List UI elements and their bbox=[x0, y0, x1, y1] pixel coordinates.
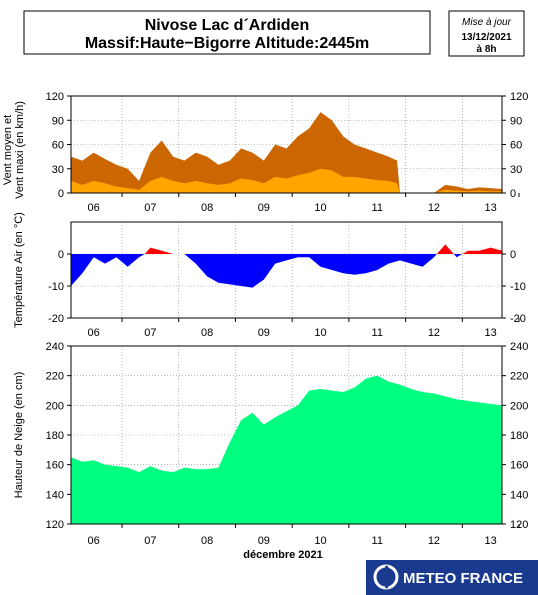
wind-ylabel: Vent maxi (en km/h) bbox=[14, 101, 26, 199]
wind-xtick-label: 13 bbox=[485, 202, 497, 214]
temp-xtick-label: 09 bbox=[258, 327, 270, 339]
snow-ytick-label-left: 200 bbox=[46, 400, 64, 412]
temp-frame bbox=[70, 221, 503, 319]
snow-ytick-label-right: 240 bbox=[510, 341, 528, 353]
wind-xtick-label: 07 bbox=[144, 202, 156, 214]
update-box bbox=[448, 10, 525, 57]
temp-plot-area bbox=[71, 222, 502, 318]
temp-xtick-label: 06 bbox=[88, 327, 100, 339]
snow-ytick-label-right: 180 bbox=[510, 430, 528, 442]
wind-mean-area bbox=[71, 168, 502, 193]
wind-xtick-label: 08 bbox=[201, 202, 213, 214]
snow-ytick-label-left: 240 bbox=[46, 341, 64, 353]
snow-xtick-label: 11 bbox=[372, 535, 383, 547]
wind-ytick-label-left: 30 bbox=[52, 164, 64, 176]
temperature-panel: -20 -20 -10 -10 0 0 06 07 08 09 10 11 12 13 Températur… bbox=[13, 212, 526, 339]
temp-ytick-label-right: 0 bbox=[510, 249, 516, 261]
logo-emblem-stroke bbox=[384, 565, 391, 589]
temp-ytick-label-left: 0 bbox=[58, 249, 64, 261]
snow-ytick-label-right: 140 bbox=[510, 489, 528, 501]
temp-ylabel: Température Air (en °C) bbox=[13, 212, 25, 328]
wind-panel: 0 0 30 30 60 60 90 90 120 120 06 07 08 09 10 11 12 13 Vent… bbox=[2, 91, 528, 214]
update-label: Mise à jour bbox=[462, 17, 512, 28]
wind-ytick-label-left: 120 bbox=[46, 91, 64, 103]
wind-xtick-label: 06 bbox=[88, 202, 100, 214]
temp-ytick-label-right: -20 bbox=[510, 313, 526, 325]
temp-ytick-label-left: -20 bbox=[48, 313, 64, 325]
snow-xtick-label: 08 bbox=[201, 535, 213, 547]
wind-ytick-label-right: 120 bbox=[510, 91, 528, 103]
wind-ytick-label-left: 0 bbox=[58, 188, 64, 200]
wind-xtick-label: 12 bbox=[428, 202, 440, 214]
wind-xtick-label: 09 bbox=[258, 202, 270, 214]
logo-background bbox=[366, 560, 538, 595]
snow-ytick-label-right: 200 bbox=[510, 400, 528, 412]
temp-xtick-label: 10 bbox=[314, 327, 326, 339]
wind-ylabel: Vent moyen et bbox=[2, 115, 14, 185]
snow-ytick-label-right: 160 bbox=[510, 460, 528, 472]
snow-ytick-label-left: 140 bbox=[46, 489, 64, 501]
meteo-france-logo: METEO FRANCE bbox=[366, 560, 538, 595]
wind-xtick-label: 10 bbox=[314, 202, 326, 214]
temp-xtick-label: 12 bbox=[428, 327, 440, 339]
title-line-1: Nivose Lac d´Ardiden bbox=[145, 17, 309, 34]
snow-xtick-label: 10 bbox=[314, 535, 326, 547]
wind-max-area bbox=[71, 112, 502, 193]
wind-ytick-label-right: 90 bbox=[510, 115, 522, 127]
temp-xtick-label: 08 bbox=[201, 327, 213, 339]
update-date: 13/12/2021 bbox=[461, 32, 511, 43]
snow-ytick-label-left: 160 bbox=[46, 460, 64, 472]
wind-ytick-label-right: 0 bbox=[510, 188, 516, 200]
snow-xtick-label: 09 bbox=[258, 535, 270, 547]
wind-ytick-label-left: 60 bbox=[52, 140, 64, 152]
logo-text: METEO FRANCE bbox=[403, 570, 523, 587]
temp-xtick-label: 07 bbox=[144, 327, 156, 339]
title-box bbox=[23, 10, 431, 55]
snow-xtick-label: 07 bbox=[144, 535, 156, 547]
title-line-2: Massif:Haute−Bigorre Altitude:2445m bbox=[85, 35, 369, 52]
snow-ytick-label-left: 220 bbox=[46, 371, 64, 383]
snow-ytick-label-left: 120 bbox=[46, 519, 64, 531]
snow-ytick-label-left: 180 bbox=[46, 430, 64, 442]
temp-negative-area bbox=[71, 254, 502, 288]
temp-xtick-label: 13 bbox=[485, 327, 497, 339]
temp-xtick-label: 11 bbox=[372, 327, 383, 339]
snow-ylabel: Hauteur de Neige (en cm) bbox=[13, 372, 25, 499]
snow-xtick-label: 12 bbox=[428, 535, 440, 547]
snow-xtick-label: 13 bbox=[485, 535, 497, 547]
snow-xtick-label: 06 bbox=[88, 535, 100, 547]
wind-ytick-label-left: 90 bbox=[52, 115, 64, 127]
temp-ytick-label-right: -10 bbox=[510, 281, 526, 293]
month-label: décembre 2021 bbox=[243, 549, 323, 561]
snow-ytick-label-right: 220 bbox=[510, 371, 528, 383]
temp-ytick-label-left: -10 bbox=[48, 281, 64, 293]
snow-depth-area bbox=[71, 375, 502, 524]
update-time: à 8h bbox=[476, 44, 496, 55]
wind-xtick-label: 11 bbox=[372, 202, 383, 214]
wind-ytick-label-right: 30 bbox=[510, 164, 522, 176]
wind-ytick-label-right: 60 bbox=[510, 140, 522, 152]
